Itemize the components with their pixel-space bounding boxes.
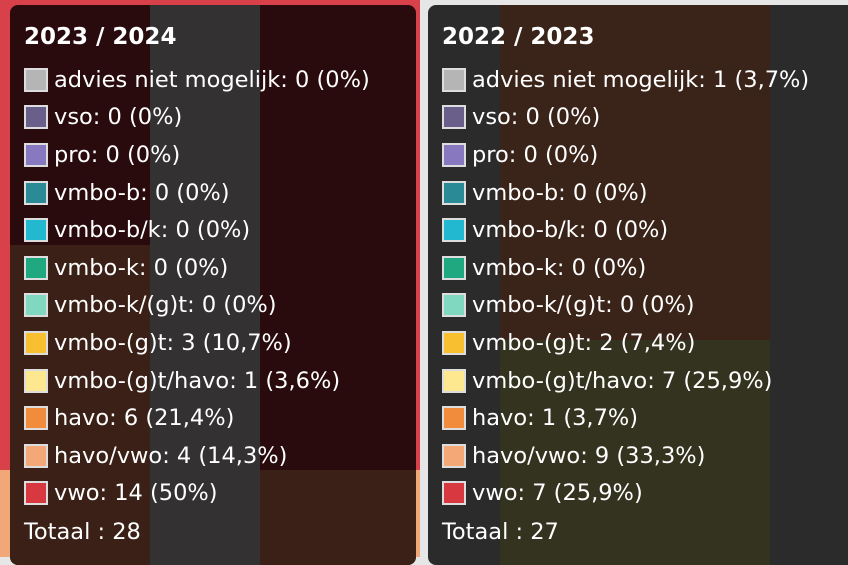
- legend-label: pro: 0 (0%): [472, 141, 599, 168]
- legend-row: vmbo-k: 0 (0%): [442, 249, 809, 287]
- legend-label: advies niet mogelijk: 0 (0%): [54, 66, 370, 93]
- legend-swatch: [24, 368, 48, 393]
- legend-label: advies niet mogelijk: 1 (3,7%): [472, 66, 810, 93]
- legend-row: vmbo-k: 0 (0%): [24, 249, 370, 287]
- legend-row: havo: 6 (21,4%): [24, 399, 370, 437]
- legend-row: pro: 0 (0%): [24, 136, 370, 174]
- legend-row: vwo: 14 (50%): [24, 475, 370, 513]
- tooltip-title: 2022 / 2023: [442, 24, 595, 50]
- legend-swatch: [24, 67, 48, 92]
- legend-swatch: [442, 481, 466, 506]
- legend-row: vwo: 7 (25,9%): [442, 475, 809, 513]
- legend-row: vmbo-b: 0 (0%): [442, 174, 809, 212]
- legend-row: vmbo-b/k: 0 (0%): [442, 211, 809, 249]
- total-label: Totaal : 27: [442, 519, 559, 546]
- legend-label: vmbo-(g)t/havo: 7 (25,9%): [472, 367, 773, 394]
- legend-row: havo/vwo: 9 (33,3%): [442, 437, 809, 475]
- legend-row: vmbo-(g)t: 2 (7,4%): [442, 324, 809, 362]
- legend-row: vmbo-k/(g)t: 0 (0%): [24, 287, 370, 325]
- legend-label: vmbo-k/(g)t: 0 (0%): [54, 292, 277, 319]
- legend-label: vwo: 14 (50%): [54, 480, 218, 507]
- legend-row: advies niet mogelijk: 0 (0%): [24, 61, 370, 99]
- legend-label: vmbo-b/k: 0 (0%): [54, 217, 251, 244]
- legend-swatch: [442, 330, 466, 355]
- legend-swatch: [24, 293, 48, 318]
- legend-swatch: [24, 481, 48, 506]
- legend-label: havo: 1 (3,7%): [472, 405, 639, 432]
- legend-swatch: [442, 180, 466, 205]
- legend-swatch: [442, 293, 466, 318]
- legend-label: vmbo-b: 0 (0%): [54, 179, 230, 206]
- legend-label: vmbo-b/k: 0 (0%): [472, 217, 669, 244]
- legend-label: vso: 0 (0%): [472, 104, 601, 131]
- legend-swatch: [442, 406, 466, 431]
- legend-row: havo/vwo: 4 (14,3%): [24, 437, 370, 475]
- legend-label: vmbo-(g)t: 3 (10,7%): [54, 329, 292, 356]
- legend-row: vso: 0 (0%): [24, 99, 370, 137]
- total-label: Totaal : 28: [24, 519, 141, 546]
- legend-swatch: [442, 368, 466, 393]
- tooltip-content: 2023 / 2024 advies niet mogelijk: 0 (0%) v…: [24, 19, 370, 552]
- tint: [500, 340, 770, 565]
- legend-label: vso: 0 (0%): [54, 104, 183, 131]
- legend-row: vmbo-k/(g)t: 0 (0%): [442, 287, 809, 325]
- legend-label: pro: 0 (0%): [54, 141, 181, 168]
- legend-swatch: [24, 330, 48, 355]
- legend-row: vmbo-(g)t: 3 (10,7%): [24, 324, 370, 362]
- legend-swatch: [24, 218, 48, 243]
- legend-swatch: [442, 105, 466, 130]
- legend-row: pro: 0 (0%): [442, 136, 809, 174]
- legend-label: vwo: 7 (25,9%): [472, 480, 643, 507]
- legend-swatch: [442, 255, 466, 280]
- legend-row: vmbo-b/k: 0 (0%): [24, 211, 370, 249]
- tooltip-title: 2023 / 2024: [24, 24, 177, 50]
- legend-label: vmbo-k/(g)t: 0 (0%): [472, 292, 695, 319]
- legend-row: advies niet mogelijk: 1 (3,7%): [442, 61, 809, 99]
- legend-row: havo: 1 (3,7%): [442, 399, 809, 437]
- tooltip: 2022 / 2023 advies niet mogelijk: 1 (3,7%…: [428, 5, 848, 565]
- tint: [500, 5, 770, 340]
- tooltip-content: 2022 / 2023 advies niet mogelijk: 1 (3,7%…: [442, 19, 809, 552]
- legend-swatch: [442, 443, 466, 468]
- legend-swatch: [24, 443, 48, 468]
- legend-label: havo: 6 (21,4%): [54, 405, 235, 432]
- legend-swatch: [442, 218, 466, 243]
- legend-swatch: [442, 67, 466, 92]
- legend-label: vmbo-(g)t: 2 (7,4%): [472, 329, 696, 356]
- tint: [260, 470, 416, 565]
- legend-label: vmbo-b: 0 (0%): [472, 179, 648, 206]
- legend-swatch: [24, 142, 48, 167]
- legend-swatch: [442, 142, 466, 167]
- legend-row: vmbo-(g)t/havo: 7 (25,9%): [442, 362, 809, 400]
- legend-label: havo/vwo: 4 (14,3%): [54, 442, 288, 469]
- legend-swatch: [24, 255, 48, 280]
- legend-label: vmbo-k: 0 (0%): [54, 254, 229, 281]
- legend-swatch: [24, 180, 48, 205]
- legend-label: havo/vwo: 9 (33,3%): [472, 442, 706, 469]
- legend-row: vso: 0 (0%): [442, 99, 809, 137]
- legend-swatch: [24, 406, 48, 431]
- tooltip: 2023 / 2024 advies niet mogelijk: 0 (0%) v…: [10, 5, 416, 565]
- legend-row: vmbo-(g)t/havo: 1 (3,6%): [24, 362, 370, 400]
- legend-label: vmbo-(g)t/havo: 1 (3,6%): [54, 367, 341, 394]
- legend-label: vmbo-k: 0 (0%): [472, 254, 647, 281]
- legend-swatch: [24, 105, 48, 130]
- tint: [150, 5, 260, 565]
- legend-row: vmbo-b: 0 (0%): [24, 174, 370, 212]
